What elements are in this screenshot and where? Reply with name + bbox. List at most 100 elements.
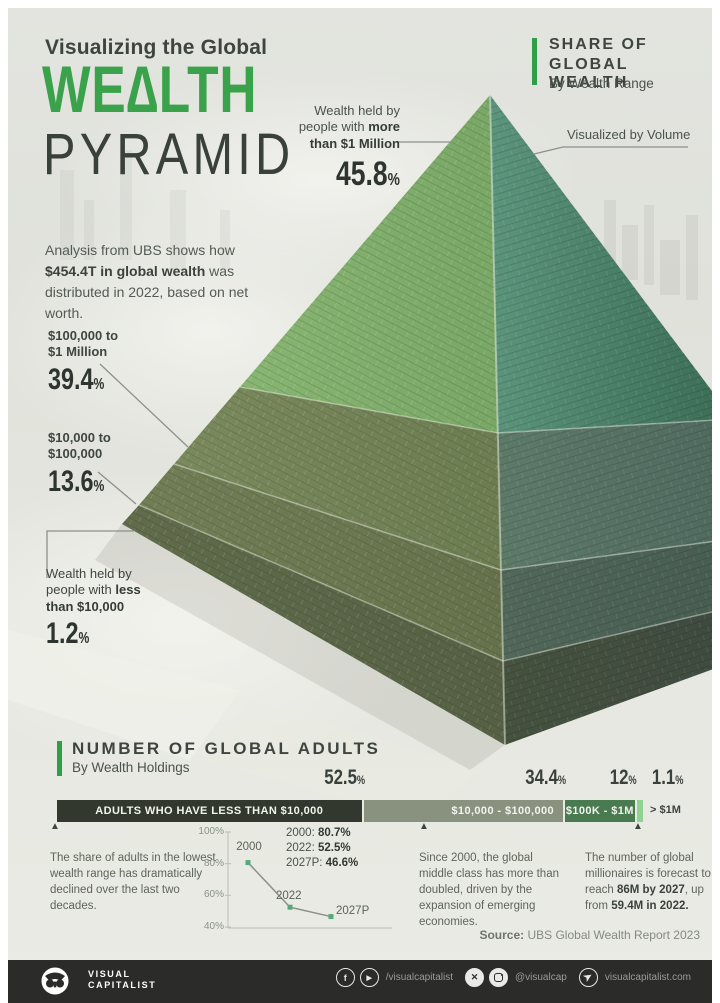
adults-stacked-bar: ADULTS WHO HAVE LESS THAN $10,000 $10,00…	[57, 800, 643, 822]
legend-key: 2027P:	[286, 857, 326, 870]
brand-line1: VISUAL	[88, 969, 131, 979]
bar-segment-label: $10,000 - $100,000	[451, 805, 555, 817]
adults-section-subheading: By Wealth Holdings	[72, 760, 190, 775]
bar-percent-labels: 52.5% 34.4% 12% 1.1%	[57, 766, 683, 792]
tier-millionaires-line3: than $1 Million	[309, 135, 400, 151]
social-handle[interactable]: /visualcapitalist	[385, 972, 453, 983]
y-tick-100: 100%	[198, 826, 224, 837]
legend-value: 46.6%	[325, 857, 359, 870]
triangle-marker: ▲	[633, 821, 643, 832]
tier-upper-line1: $100,000 to	[48, 328, 119, 343]
youtube-icon[interactable]: ▶	[359, 968, 379, 987]
tier-millionaires-line2: people with	[298, 119, 369, 135]
social-handle[interactable]: @visualcap	[515, 972, 567, 983]
source-note: Source: UBS Global Wealth Report 2023	[479, 928, 700, 942]
pyramid-graphic	[8, 70, 712, 820]
visual-capitalist-logo-icon	[40, 966, 70, 996]
bar-segment-gt1m-outside-label: > $1M	[650, 804, 681, 816]
col3-bold1: 86M by 2027	[616, 883, 685, 896]
bar-segment-10k-100k: $10,000 - $100,000	[363, 800, 564, 822]
tier-millionaires-annotation: Wealth held by people with more than $1 …	[270, 103, 400, 191]
triangle-marker: ▲	[50, 821, 60, 832]
mini-chart-legend: 2000: 80.7% 2022: 52.5% 2027P: 46.6%	[286, 826, 358, 872]
col3-bold2: 59.4M in 2022.	[611, 899, 689, 912]
value-number: 45.8	[336, 154, 388, 193]
legend-key: 2022:	[286, 842, 318, 855]
legend-row: 2027P: 46.6%	[286, 856, 358, 871]
tier-base-line2-bold: less	[115, 582, 141, 598]
intro-bold: $454.4T in global wealth	[45, 263, 206, 279]
website-link[interactable]: visualcapitalist.com	[604, 972, 691, 983]
green-accent-bar	[532, 38, 537, 85]
mini-line-chart-plot	[225, 831, 392, 929]
volume-note: Visualized by Volume	[567, 127, 691, 142]
triangle-marker: ▲	[419, 821, 429, 832]
intro-post: was distributed in 2022, based on net wo…	[45, 263, 249, 321]
value-number: 1.2	[46, 616, 79, 650]
website-cursor-icon[interactable]: ➤	[578, 968, 598, 987]
pyramid-shadow	[95, 524, 505, 770]
leader-volume-note	[533, 146, 688, 155]
tier-millionaires-line2-bold: more	[368, 119, 400, 135]
y-tick-80: 80%	[203, 858, 224, 869]
tier-middle-value: 13.6%	[48, 464, 105, 498]
percent-sign: %	[78, 629, 90, 647]
tier-millionaires-line1: Wealth held by	[314, 103, 400, 118]
tier-millionaires-value: 45.8%	[336, 157, 400, 191]
percent-sign: %	[93, 375, 105, 393]
adults-section-heading: NUMBER OF GLOBAL ADULTS	[72, 739, 381, 758]
tier-middle-line1: $10,000 to	[48, 430, 111, 445]
tier-upper-line2: $1 Million	[48, 344, 108, 360]
x-twitter-icon[interactable]: ✕	[465, 968, 484, 987]
visual-capitalist-wordmark: VISUAL CAPITALIST	[88, 969, 156, 992]
percent-sign: %	[93, 477, 105, 495]
value-number: 52.5	[323, 766, 357, 789]
tier-base-line3: than $10,000	[46, 598, 125, 614]
leader-base	[46, 530, 134, 578]
value-number: 34.4	[525, 766, 559, 789]
y-tick-40: 40%	[203, 921, 224, 932]
facebook-icon[interactable]: f	[335, 968, 355, 987]
value-number: 12	[609, 766, 629, 789]
share-box-title-line2: GLOBAL WEALTH	[549, 56, 629, 91]
data-point	[245, 860, 251, 866]
column-1-text: The share of adults in the lowest wealth…	[50, 851, 216, 912]
value-number: 39.4	[48, 362, 94, 396]
data-point	[287, 904, 293, 910]
instagram-icon[interactable]	[489, 968, 508, 987]
footer-bar: VISUAL CAPITALIST f ▶ /visualcapitalist …	[8, 960, 712, 1003]
percent-label-10k-100k: 34.4%	[525, 766, 567, 789]
legend-row: 2000: 80.7%	[286, 826, 358, 841]
tier-base-line2: people with	[46, 582, 116, 598]
bar-segment-lt10k: ADULTS WHO HAVE LESS THAN $10,000	[57, 800, 362, 822]
legend-value: 80.7%	[317, 827, 351, 839]
percent-label-lt10k: 52.5%	[323, 766, 365, 789]
bar-segment-gt1m	[636, 800, 643, 822]
tier-middle-annotation: $10,000 to $100,000 13.6%	[48, 430, 120, 497]
point-label-2027p: 2027P	[336, 905, 370, 917]
green-accent-bar	[57, 741, 62, 776]
y-tick-60: 60%	[203, 889, 224, 900]
main-title-pyramid: PYRAMID	[43, 122, 295, 187]
annotation-lines	[46, 141, 688, 578]
legend-row: 2022: 52.5%	[286, 841, 358, 856]
intro-pre: Analysis from UBS shows how	[45, 242, 235, 258]
source-text: UBS Global Wealth Report 2023	[524, 928, 700, 942]
mini-line-chart: 100% 80% 60% 40% 2000 2022 2027P 2000: 8…	[190, 820, 402, 942]
bar-segment-label: ADULTS WHO HAVE LESS THAN $10,000	[95, 805, 324, 817]
source-label: Source:	[479, 928, 525, 942]
tier-base-line1: Wealth held by	[46, 566, 132, 581]
main-title-wealth: WE∆LTH	[42, 52, 258, 126]
percent-label-gt1m: 1.1%	[651, 766, 683, 789]
value-number: 13.6	[48, 464, 94, 498]
point-label-2022: 2022	[276, 890, 302, 902]
bar-segment-100k-1m: $100K - $1M	[565, 800, 635, 822]
share-box-title-line1: SHARE OF	[549, 36, 648, 53]
brand-line2: CAPITALIST	[88, 980, 157, 991]
column-2-text: Since 2000, the global middle class has …	[419, 851, 559, 928]
infographic-canvas: Visualizing the Global WE∆LTH PYRAMID An…	[8, 8, 712, 995]
kicker-title: Visualizing the Global	[45, 36, 268, 59]
percent-sign: %	[387, 168, 400, 189]
share-box-subtitle: By Wealth Range	[549, 76, 654, 91]
